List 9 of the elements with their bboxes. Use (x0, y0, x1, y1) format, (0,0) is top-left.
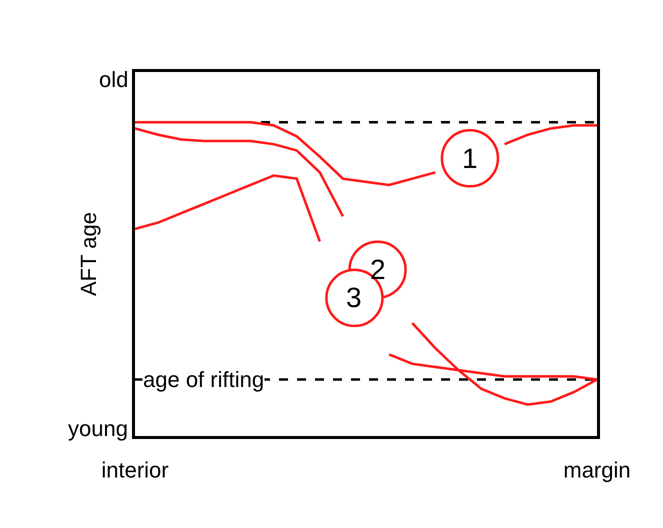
x-tick-label: interior (101, 457, 169, 482)
series-label: 2 (370, 254, 386, 285)
x-tick-label: margin (563, 457, 631, 482)
y-axis-title: AFT age (76, 212, 101, 296)
series-label: 1 (462, 143, 478, 174)
text: old (99, 67, 128, 92)
text: young (68, 416, 128, 441)
ref-line-label: age of rifting (143, 367, 264, 392)
series-label: 3 (346, 282, 362, 313)
